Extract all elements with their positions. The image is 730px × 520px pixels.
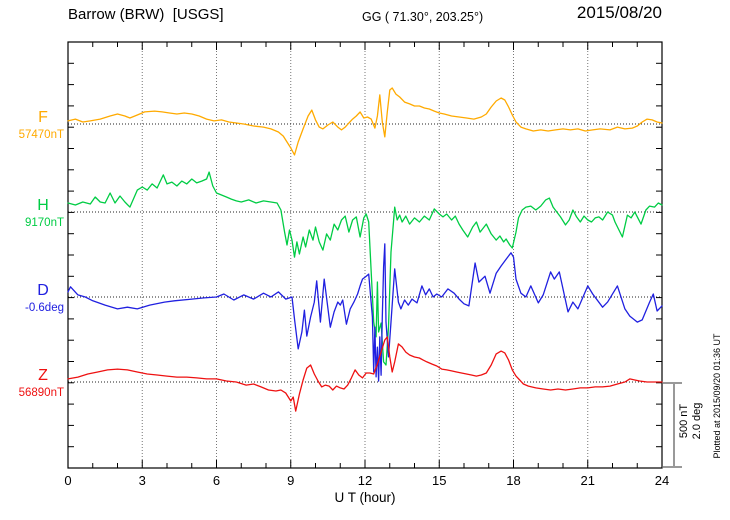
series-baseline-value-F: 57470nT [18,129,64,141]
trace-D [67,243,663,382]
plot-date: 2015/08/20 [576,3,662,22]
series-label-F: F [38,109,48,126]
x-tick-label-21: 21 [580,473,595,488]
x-tick-label-24: 24 [654,473,670,488]
plotted-at-timestamp: Plotted at 2015/09/20 01:36 UT [712,333,722,459]
scale-bar-label: 500 nT 2.0 deg [678,391,704,451]
trace-H [67,171,663,366]
series-label-D: D [37,282,49,299]
series-baseline-value-D: -0.6deg [24,302,64,314]
series-baseline-value-H: 9170nT [24,217,64,229]
trace-Z [67,336,663,412]
station-title: Barrow (BRW) [USGS] [68,6,224,23]
x-axis-title: U T (hour) [334,490,396,505]
series-label-Z: Z [38,367,48,384]
trace-F [67,87,663,156]
x-tick-label-15: 15 [432,473,447,488]
scale-bar-label-nt: 500 nT [678,403,690,439]
x-tick-label-12: 12 [357,473,373,488]
scale-bar-label-deg: 2.0 deg [691,402,703,440]
x-tick-label-18: 18 [506,473,521,488]
geographic-coordinates: GG ( 71.30°, 203.25°) [362,10,484,24]
series-label-H: H [37,197,49,214]
x-tick-label-0: 0 [64,473,72,488]
series-baseline-value-Z: 56890nT [18,387,64,399]
x-tick-label-3: 3 [138,473,146,488]
x-tick-label-9: 9 [287,473,295,488]
x-tick-label-6: 6 [212,473,221,488]
